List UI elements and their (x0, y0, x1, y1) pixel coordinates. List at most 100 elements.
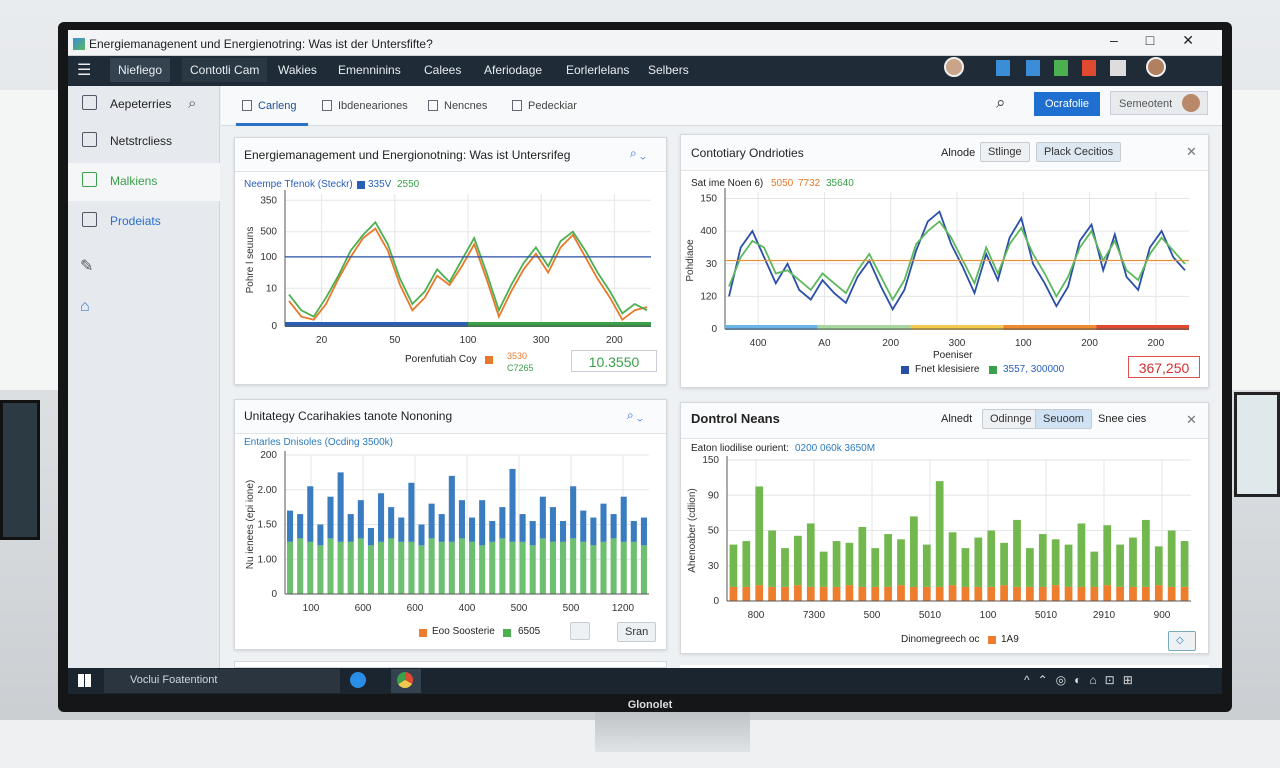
legend-swatch (357, 181, 365, 189)
header-button[interactable]: Odinnge (982, 409, 1040, 429)
tab-icon[interactable]: Pedeckiar (512, 100, 522, 111)
y-tick-label: 2.00 (258, 485, 278, 496)
bar-segment (922, 544, 931, 587)
bar-segment (367, 527, 374, 546)
bar-segment (549, 541, 556, 594)
y-tick-label: 30 (708, 561, 720, 572)
x-tick-label: 50 (389, 335, 401, 346)
user-avatar[interactable] (944, 57, 964, 77)
tab[interactable]: Nencnes (444, 100, 488, 112)
bar-segment (1142, 519, 1150, 587)
bar-segment (287, 541, 294, 594)
sidebar-icon[interactable]: Prodeiats (82, 212, 97, 227)
sidebar-item[interactable]: Netstrcliess (110, 134, 173, 148)
sidebar-item[interactable]: Aepeterries (110, 97, 172, 111)
bar-segment (570, 486, 577, 539)
bar-segment (987, 586, 996, 601)
bar-segment (974, 537, 983, 587)
bar-segment (438, 514, 445, 542)
legend-swatch (901, 366, 909, 374)
menu-icon[interactable]: ☰ (77, 62, 92, 79)
bar-segment (1090, 586, 1099, 601)
bar-segment (529, 521, 536, 546)
icon-button[interactable] (570, 622, 590, 640)
nav-item[interactable]: Aferiodage (484, 63, 543, 77)
taskbar-search[interactable] (104, 669, 340, 693)
panel-menu[interactable]: ⌕ ⌄ (630, 146, 646, 160)
user-avatar[interactable] (1182, 94, 1200, 112)
bar-segment (1167, 586, 1176, 601)
bar-segment (539, 538, 546, 594)
close-button[interactable]: ✕ (1186, 144, 1197, 159)
primary-button[interactable]: Ocrafolie (1034, 92, 1100, 116)
bar-segment (884, 534, 892, 587)
tab-icon[interactable]: Ibdeneariones (322, 100, 332, 111)
side-monitor (0, 400, 40, 540)
window-controls[interactable]: –□✕ (1110, 32, 1222, 48)
sidebar-icon[interactable]: ⌂ (80, 298, 90, 315)
header-link[interactable]: Snee cies (1098, 413, 1147, 425)
x-tick-label: 20 (316, 335, 328, 346)
tab[interactable]: Pedeckiar (528, 100, 577, 112)
tab[interactable]: Ibdeneariones (338, 100, 408, 112)
icon-button[interactable]: ◇ (1168, 631, 1196, 651)
search-icon[interactable]: ⌕ (188, 95, 197, 112)
header-link[interactable]: Alnode (941, 147, 976, 159)
nav-item[interactable]: Selbers (648, 63, 689, 77)
header-button[interactable]: Plack Cecitios (1036, 142, 1122, 162)
tab[interactable]: Carleng (258, 100, 297, 112)
bar-segment (1142, 586, 1150, 601)
panel-menu[interactable]: ⌕ ⌄ (627, 408, 643, 422)
tray-icons[interactable]: ^⌃◎◐⌂⊡⊞ (1024, 673, 1141, 687)
bar-segment (1013, 519, 1021, 587)
bar-segment (1116, 544, 1124, 587)
y-tick-label: 10 (266, 283, 278, 294)
toolbar-icons[interactable] (996, 60, 1126, 76)
bar-segment (418, 524, 425, 546)
sidebar-icon[interactable]: Malkiens (82, 172, 97, 187)
taskbar-app[interactable] (397, 672, 413, 688)
footer-button[interactable]: Sran (617, 622, 657, 642)
window-light (0, 90, 60, 390)
nav-item[interactable]: Calees (424, 63, 462, 77)
sidebar-item[interactable]: Prodeiats (110, 214, 161, 228)
nav-item[interactable]: Wakies (278, 63, 317, 77)
nav-item[interactable]: Contotli Cam (182, 58, 268, 82)
panel-title: Contotiary Ondrioties (691, 146, 804, 160)
x-tick-label: 600 (407, 603, 424, 614)
taskbar-search-text[interactable]: Voclui Foatentiont (130, 674, 218, 686)
taskbar-app[interactable] (350, 672, 366, 688)
bar-segment (961, 548, 970, 587)
bar-segment (529, 545, 536, 594)
bar-segment (489, 521, 496, 542)
start-button[interactable] (78, 674, 91, 687)
sidebar-icon[interactable]: ✎ (80, 258, 94, 275)
nav-item[interactable]: Emenninins (338, 63, 401, 77)
tab-icon[interactable]: Nencnes (428, 100, 438, 111)
bar-segment (1154, 585, 1163, 601)
tab-icon[interactable]: Carleng (242, 100, 252, 111)
sidebar-icon[interactable]: Aepeterries (82, 95, 97, 110)
bar-segment (297, 538, 304, 594)
x-tick-label: 200 (882, 338, 899, 349)
close-button[interactable]: ✕ (1186, 412, 1197, 427)
y-tick-label: 150 (700, 194, 717, 205)
bar-segment (768, 530, 776, 587)
user-avatar[interactable] (1146, 57, 1166, 77)
footer-label: 6505 (518, 626, 541, 637)
nav-item[interactable]: Niefiego (110, 58, 171, 82)
header-button[interactable]: Stlinge (980, 142, 1030, 162)
header-button[interactable]: Seuoom (1035, 409, 1092, 429)
x-tick-label: 100 (1015, 338, 1032, 349)
header-link[interactable]: Alnedt (941, 413, 973, 425)
bar-segment (961, 586, 970, 601)
nav-item[interactable]: Eorlerlelans (566, 63, 630, 77)
bar-segment (922, 586, 931, 601)
sidebar-icon[interactable]: Netstrcliess (82, 132, 97, 147)
sidebar-item[interactable]: Malkiens (110, 174, 158, 188)
title-bar (68, 30, 1222, 56)
chart-panel: Dontrol Neans Alnedt Odinnge Seuoom Snee… (680, 402, 1209, 654)
search-icon[interactable]: ⌕ (996, 93, 1006, 112)
y-tick-label: 30 (706, 259, 718, 270)
